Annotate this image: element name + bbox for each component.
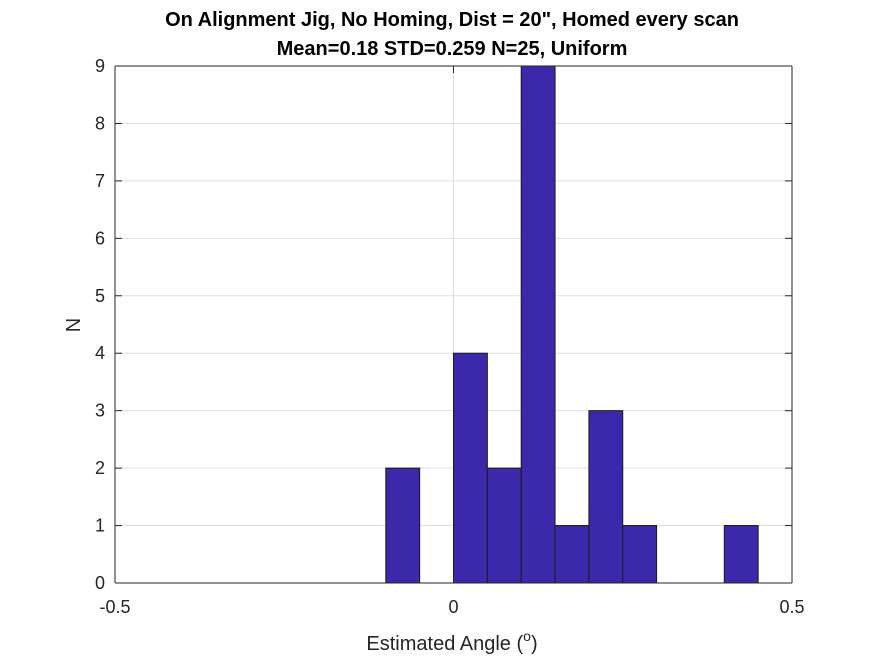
y-tick-label: 5 xyxy=(95,286,105,306)
x-axis-label: Estimated Angle (o) xyxy=(366,628,537,655)
x-axis-label-superscript: o xyxy=(523,628,531,644)
y-tick-label: 6 xyxy=(95,228,105,248)
histogram-bar xyxy=(486,467,522,584)
histogram-bars xyxy=(385,65,759,584)
histogram-bar xyxy=(520,65,556,584)
x-tick-label: -0.5 xyxy=(99,597,130,617)
histogram-bar xyxy=(554,525,590,584)
x-tick-label: 0 xyxy=(448,597,458,617)
chart-subtitle: Mean=0.18 STD=0.259 N=25, Uniform xyxy=(277,38,628,60)
y-tick-label: 3 xyxy=(95,401,105,421)
y-tick-label: 0 xyxy=(95,573,105,593)
y-tick-label: 9 xyxy=(95,56,105,76)
y-tick-label: 2 xyxy=(95,458,105,478)
histogram-bar xyxy=(385,467,421,584)
x-axis-label-close: ) xyxy=(531,633,538,655)
y-tick-label: 7 xyxy=(95,171,105,191)
histogram-bar xyxy=(723,525,759,584)
histogram-bar xyxy=(588,410,624,584)
y-tick-label: 4 xyxy=(95,343,105,363)
chart-title: On Alignment Jig, No Homing, Dist = 20",… xyxy=(165,9,739,31)
x-tick-label: 0.5 xyxy=(779,597,804,617)
tick-labels: -0.5 0 0.5 0 1 2 3 4 5 6 7 8 9 xyxy=(95,56,805,617)
histogram-bar xyxy=(453,352,488,584)
histogram-bar xyxy=(622,525,658,584)
y-tick-label: 8 xyxy=(95,113,105,133)
x-axis-label-text: Estimated Angle ( xyxy=(366,633,523,655)
y-axis-label: N xyxy=(63,318,85,332)
y-tick-label: 1 xyxy=(95,516,105,536)
axes-frame xyxy=(114,65,793,584)
